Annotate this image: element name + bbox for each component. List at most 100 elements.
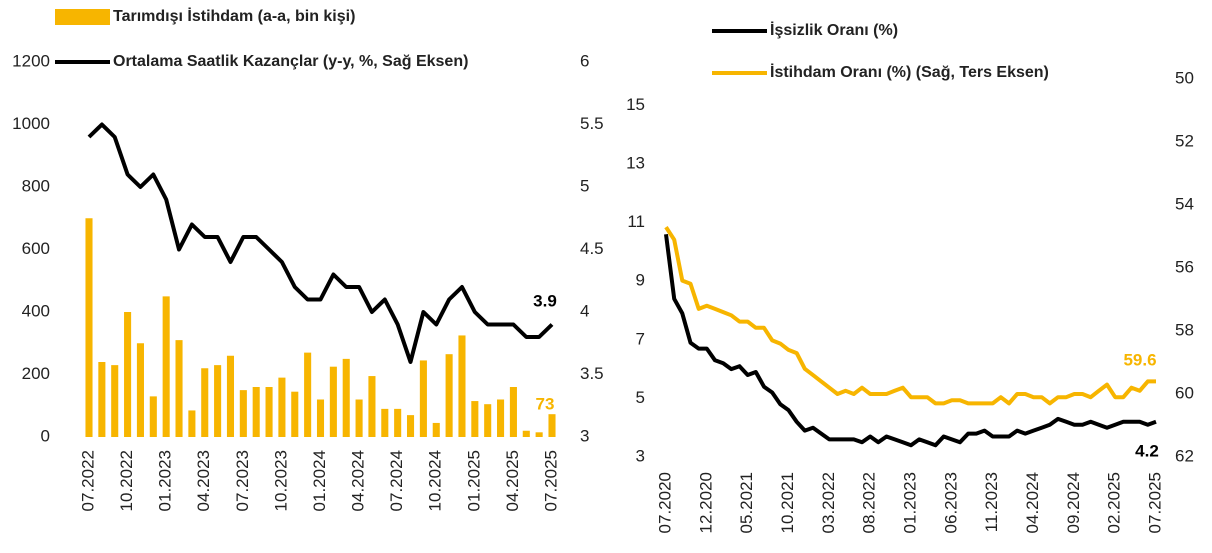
bar [471, 401, 479, 437]
bar [175, 340, 183, 437]
line-series [87, 122, 554, 364]
data-label: 3.9 [533, 291, 557, 310]
x-tick-label: 06.2023 [941, 472, 960, 533]
x-tick-label: 07.2020 [655, 472, 674, 533]
bar [497, 399, 505, 437]
bar [522, 430, 530, 437]
bar [239, 390, 247, 437]
y2-tick-label: 50 [1175, 68, 1194, 87]
bar [535, 432, 543, 437]
y2-tick-label: 60 [1175, 383, 1194, 402]
x-tick-label: 07.2025 [1145, 472, 1164, 533]
x-tick-label: 10.2021 [778, 472, 797, 533]
bar [188, 410, 196, 437]
x-tick-label: 04.2025 [503, 450, 522, 511]
bar [214, 365, 222, 437]
y-tick-label: 13 [626, 153, 645, 172]
y-tick-label: 7 [636, 329, 645, 348]
y2-tick-label: 5 [580, 176, 589, 195]
x-tick-label: 07.2024 [387, 450, 406, 511]
x-tick-label: 02.2025 [1105, 472, 1124, 533]
x-tick-label: 04.2024 [1023, 472, 1042, 533]
y-tick-label: 9 [636, 271, 645, 290]
x-tick-label: 08.2022 [860, 472, 879, 533]
bar [98, 362, 106, 437]
bar [201, 368, 209, 437]
y2-tick-label: 52 [1175, 131, 1194, 150]
bar [509, 387, 517, 437]
x-tick-label: 10.2023 [271, 450, 290, 511]
y2-tick-label: 56 [1175, 257, 1194, 276]
bar [458, 335, 466, 437]
data-label: 73 [536, 394, 555, 413]
y2-tick-label: 58 [1175, 320, 1194, 339]
data-label: 59.6 [1123, 350, 1156, 369]
bar [381, 408, 389, 437]
y2-tick-label: 54 [1175, 194, 1194, 213]
x-tick-label: 04.2023 [194, 450, 213, 511]
bar [124, 312, 132, 437]
legend-label: İşsizlik Oranı (%) [770, 21, 898, 39]
bar [329, 366, 337, 437]
legend-label: Ortalama Saatlik Kazançlar (y-y, %, Sağ … [113, 53, 468, 70]
bar [316, 399, 325, 437]
x-tick-label: 04.2024 [349, 450, 368, 511]
bar [342, 358, 350, 437]
y-tick-label: 1200 [12, 51, 50, 70]
y-tick-label: 15 [626, 95, 645, 114]
bar [111, 365, 119, 437]
bar [252, 387, 260, 437]
y-tick-label: 600 [22, 239, 50, 258]
y2-tick-label: 3.5 [580, 364, 604, 383]
legend-label: İstihdam Oranı (%) (Sağ, Ters Eksen) [770, 63, 1049, 81]
bar [304, 352, 312, 437]
y-tick-label: 400 [22, 301, 50, 320]
x-tick-label: 03.2022 [819, 472, 838, 533]
x-tick-label: 12.2020 [696, 472, 715, 533]
legend-swatch [55, 9, 110, 25]
bar [355, 399, 363, 437]
bar [149, 396, 157, 437]
bar [226, 355, 235, 437]
bar [445, 354, 453, 437]
y-tick-label: 0 [41, 426, 50, 445]
bar [484, 404, 492, 437]
bar [432, 422, 440, 437]
y2-tick-label: 4 [580, 301, 589, 320]
y2-tick-label: 5.5 [580, 114, 604, 133]
bar [419, 360, 427, 437]
x-tick-label: 01.2023 [156, 450, 175, 511]
bar [278, 377, 286, 437]
y-tick-label: 5 [636, 388, 645, 407]
y-tick-label: 11 [627, 212, 645, 231]
bar [136, 343, 144, 437]
x-tick-label: 07.2025 [541, 450, 560, 511]
legend-label: Tarımdışı İstihdam (a-a, bin kişi) [113, 7, 355, 25]
y-tick-label: 1000 [12, 114, 50, 133]
x-tick-label: 01.2023 [900, 472, 919, 533]
bar [394, 408, 402, 437]
x-tick-label: 07.2022 [78, 450, 97, 511]
x-tick-label: 10.2022 [117, 450, 136, 511]
y-tick-label: 3 [636, 446, 645, 465]
x-tick-label: 09.2024 [1064, 472, 1083, 533]
x-tick-label: 11.2023 [982, 472, 1001, 532]
x-tick-label: 07.2023 [233, 450, 252, 511]
x-tick-label: 05.2021 [737, 472, 756, 533]
bar [291, 391, 299, 437]
line-series [664, 226, 1156, 406]
bar [265, 387, 273, 437]
y2-tick-label: 6 [580, 51, 589, 70]
bar [85, 218, 93, 437]
bar [162, 296, 170, 437]
y2-tick-label: 4.5 [580, 239, 604, 258]
y2-tick-label: 62 [1175, 446, 1194, 465]
y-tick-label: 200 [22, 364, 50, 383]
line-series [664, 234, 1157, 448]
y-tick-label: 800 [22, 176, 50, 195]
bar [548, 414, 556, 437]
data-label: 4.2 [1135, 441, 1159, 460]
x-tick-label: 01.2025 [464, 450, 483, 511]
x-tick-label: 01.2024 [310, 450, 329, 511]
